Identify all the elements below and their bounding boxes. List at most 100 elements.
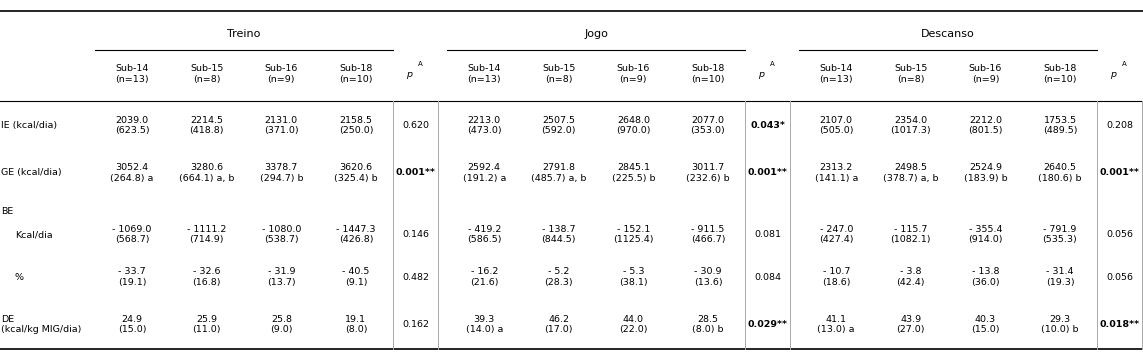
Text: 2592.4
(191.2) a: 2592.4 (191.2) a <box>463 163 506 183</box>
Text: 2077.0
(353.0): 2077.0 (353.0) <box>690 116 726 135</box>
Text: 2354.0
(1017.3): 2354.0 (1017.3) <box>890 116 932 135</box>
Text: Sub-18
(n=10): Sub-18 (n=10) <box>692 65 725 84</box>
Text: 3011.7
(232.6) b: 3011.7 (232.6) b <box>686 163 729 183</box>
Text: 2131.0
(371.0): 2131.0 (371.0) <box>264 116 298 135</box>
Text: 0.018**: 0.018** <box>1100 320 1140 329</box>
Text: - 3.8
(42.4): - 3.8 (42.4) <box>896 268 925 287</box>
Text: Sub-15
(n=8): Sub-15 (n=8) <box>894 65 927 84</box>
Text: 3620.6
(325.4) b: 3620.6 (325.4) b <box>334 163 377 183</box>
Text: Sub-15
(n=8): Sub-15 (n=8) <box>190 65 223 84</box>
Text: - 33.7
(19.1): - 33.7 (19.1) <box>118 268 146 287</box>
Text: BE: BE <box>1 207 14 216</box>
Text: p: p <box>406 70 411 79</box>
Text: 2158.5
(250.0): 2158.5 (250.0) <box>338 116 373 135</box>
Text: Sub-15
(n=8): Sub-15 (n=8) <box>542 65 575 84</box>
Text: 2107.0
(505.0): 2107.0 (505.0) <box>820 116 854 135</box>
Text: - 30.9
(13.6): - 30.9 (13.6) <box>694 268 722 287</box>
Text: 2039.0
(623.5): 2039.0 (623.5) <box>114 116 150 135</box>
Text: - 31.4
(19.3): - 31.4 (19.3) <box>1046 268 1074 287</box>
Text: Sub-16
(n=9): Sub-16 (n=9) <box>969 65 1002 84</box>
Text: - 247.0
(427.4): - 247.0 (427.4) <box>820 225 854 244</box>
Text: 0.001**: 0.001** <box>1100 168 1140 178</box>
Text: 0.084: 0.084 <box>754 273 781 282</box>
Text: 2640.5
(180.6) b: 2640.5 (180.6) b <box>1038 163 1081 183</box>
Text: GE (kcal/dia): GE (kcal/dia) <box>1 168 62 178</box>
Text: - 40.5
(9.1): - 40.5 (9.1) <box>342 268 369 287</box>
Text: 2791.8
(485.7) a, b: 2791.8 (485.7) a, b <box>531 163 586 183</box>
Text: Sub-16
(n=9): Sub-16 (n=9) <box>265 65 298 84</box>
Text: - 911.5
(466.7): - 911.5 (466.7) <box>690 225 725 244</box>
Text: Kcal/dia: Kcal/dia <box>15 230 53 239</box>
Text: - 1080.0
(538.7): - 1080.0 (538.7) <box>262 225 301 244</box>
Text: 0.043*: 0.043* <box>750 121 785 130</box>
Text: IE (kcal/dia): IE (kcal/dia) <box>1 121 57 130</box>
Text: Sub-14
(n=13): Sub-14 (n=13) <box>467 65 501 84</box>
Text: - 13.8
(36.0): - 13.8 (36.0) <box>972 268 1000 287</box>
Text: DE
(kcal/kg MIG/dia): DE (kcal/kg MIG/dia) <box>1 315 81 334</box>
Text: Jogo: Jogo <box>584 29 608 38</box>
Text: p: p <box>1110 70 1116 79</box>
Text: 28.5
(8.0) b: 28.5 (8.0) b <box>693 315 724 334</box>
Text: 0.001**: 0.001** <box>395 168 435 178</box>
Text: - 419.2
(586.5): - 419.2 (586.5) <box>467 225 502 244</box>
Text: 2507.5
(592.0): 2507.5 (592.0) <box>542 116 576 135</box>
Text: 0.056: 0.056 <box>1106 273 1133 282</box>
Text: - 31.9
(13.7): - 31.9 (13.7) <box>267 268 296 287</box>
Text: 39.3
(14.0) a: 39.3 (14.0) a <box>465 315 503 334</box>
Text: 2648.0
(970.0): 2648.0 (970.0) <box>616 116 650 135</box>
Text: 0.056: 0.056 <box>1106 230 1133 239</box>
Text: Sub-16
(n=9): Sub-16 (n=9) <box>617 65 650 84</box>
Text: - 1111.2
(714.9): - 1111.2 (714.9) <box>187 225 226 244</box>
Text: 0.081: 0.081 <box>754 230 781 239</box>
Text: 0.208: 0.208 <box>1106 121 1133 130</box>
Text: 24.9
(15.0): 24.9 (15.0) <box>118 315 146 334</box>
Text: 41.1
(13.0) a: 41.1 (13.0) a <box>817 315 855 334</box>
Text: 0.620: 0.620 <box>402 121 429 130</box>
Text: A: A <box>1121 61 1127 67</box>
Text: - 1447.3
(426.8): - 1447.3 (426.8) <box>336 225 376 244</box>
Text: 2214.5
(418.8): 2214.5 (418.8) <box>190 116 224 135</box>
Text: Sub-14
(n=13): Sub-14 (n=13) <box>115 65 149 84</box>
Text: - 1069.0
(568.7): - 1069.0 (568.7) <box>112 225 152 244</box>
Text: Sub-18
(n=10): Sub-18 (n=10) <box>339 65 373 84</box>
Text: - 152.1
(1125.4): - 152.1 (1125.4) <box>613 225 654 244</box>
Text: 40.3
(15.0): 40.3 (15.0) <box>972 315 1000 334</box>
Text: 44.0
(22.0): 44.0 (22.0) <box>620 315 648 334</box>
Text: 2524.9
(183.9) b: 2524.9 (183.9) b <box>964 163 1007 183</box>
Text: 0.001**: 0.001** <box>748 168 788 178</box>
Text: - 32.6
(16.8): - 32.6 (16.8) <box>192 268 221 287</box>
Text: 2212.0
(801.5): 2212.0 (801.5) <box>968 116 1002 135</box>
Text: 1753.5
(489.5): 1753.5 (489.5) <box>1042 116 1077 135</box>
Text: 25.8
(9.0): 25.8 (9.0) <box>270 315 293 334</box>
Text: - 5.3
(38.1): - 5.3 (38.1) <box>620 268 648 287</box>
Text: %: % <box>15 273 24 282</box>
Text: A: A <box>417 61 423 67</box>
Text: p: p <box>758 70 764 79</box>
Text: 0.146: 0.146 <box>402 230 429 239</box>
Text: 3378.7
(294.7) b: 3378.7 (294.7) b <box>259 163 303 183</box>
Text: - 138.7
(844.5): - 138.7 (844.5) <box>542 225 576 244</box>
Text: 2213.0
(473.0): 2213.0 (473.0) <box>466 116 502 135</box>
Text: 3052.4
(264.8) a: 3052.4 (264.8) a <box>111 163 154 183</box>
Text: 2845.1
(225.5) b: 2845.1 (225.5) b <box>612 163 655 183</box>
Text: - 10.7
(18.6): - 10.7 (18.6) <box>822 268 850 287</box>
Text: A: A <box>769 61 775 67</box>
Text: 29.3
(10.0) b: 29.3 (10.0) b <box>1041 315 1079 334</box>
Text: - 355.4
(914.0): - 355.4 (914.0) <box>968 225 1002 244</box>
Text: 0.482: 0.482 <box>402 273 429 282</box>
Text: - 16.2
(21.6): - 16.2 (21.6) <box>470 268 498 287</box>
Text: - 791.9
(535.3): - 791.9 (535.3) <box>1042 225 1078 244</box>
Text: Descanso: Descanso <box>921 29 975 38</box>
Text: Sub-14
(n=13): Sub-14 (n=13) <box>820 65 853 84</box>
Text: Treino: Treino <box>227 29 261 38</box>
Text: 43.9
(27.0): 43.9 (27.0) <box>896 315 925 334</box>
Text: - 115.7
(1082.1): - 115.7 (1082.1) <box>890 225 932 244</box>
Text: 0.162: 0.162 <box>402 320 429 329</box>
Text: 25.9
(11.0): 25.9 (11.0) <box>192 315 221 334</box>
Text: 0.029**: 0.029** <box>748 320 788 329</box>
Text: 19.1
(8.0): 19.1 (8.0) <box>345 315 367 334</box>
Text: - 5.2
(28.3): - 5.2 (28.3) <box>544 268 573 287</box>
Text: 3280.6
(664.1) a, b: 3280.6 (664.1) a, b <box>179 163 234 183</box>
Text: Sub-18
(n=10): Sub-18 (n=10) <box>1044 65 1077 84</box>
Text: 46.2
(17.0): 46.2 (17.0) <box>544 315 573 334</box>
